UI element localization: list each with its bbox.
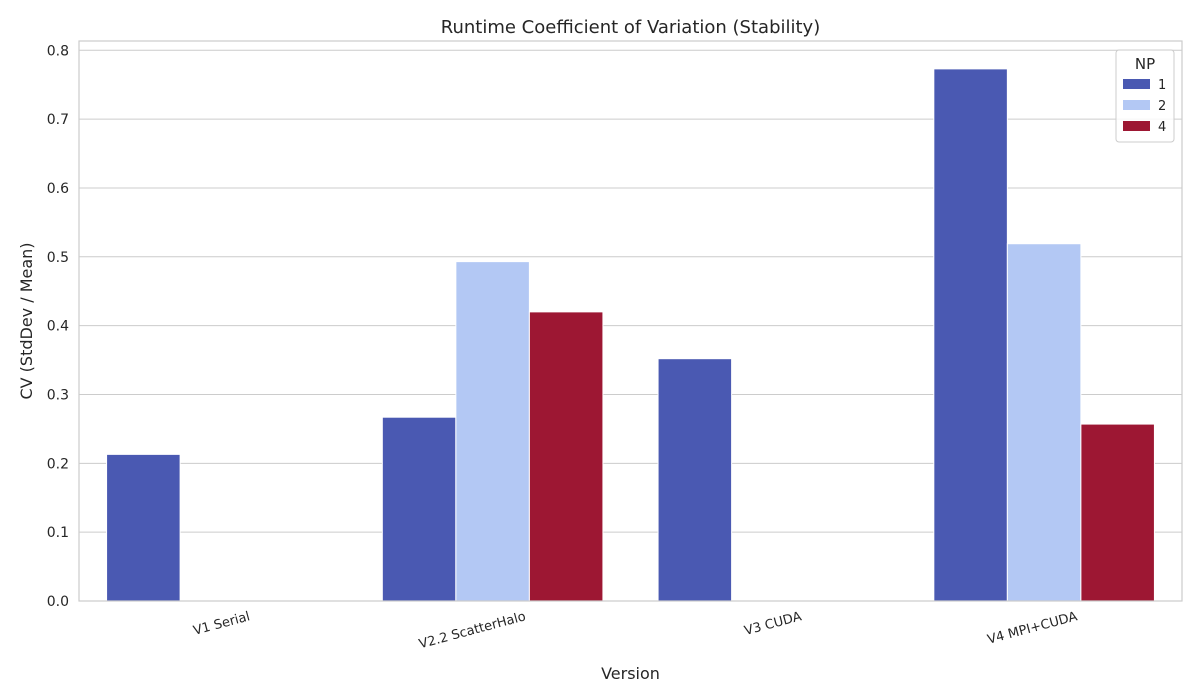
y-tick-label: 0.2	[47, 456, 69, 472]
chart-title: Runtime Coefficient of Variation (Stabil…	[441, 17, 820, 38]
x-tick-label: V1 Serial	[192, 609, 252, 639]
bar-np-1-1	[381, 416, 457, 602]
legend-label-4: 4	[1158, 120, 1166, 135]
x-tick-label: V2.2 ScatterHalo	[417, 609, 527, 652]
y-tick-label: 0.0	[47, 594, 69, 610]
legend-swatch-4	[1123, 121, 1150, 131]
bar-np-1-3	[933, 68, 1008, 602]
x-tick-labels: V1 Serial V2.2 ScatterHalo V3 CUDA V4 MPI+C…	[192, 609, 1079, 652]
x-tick-label: V3 CUDA	[743, 609, 804, 639]
x-axis-label: Version	[601, 664, 660, 683]
y-tick-label: 0.8	[47, 43, 69, 59]
x-tick-label: V4 MPI+CUDA	[986, 609, 1079, 647]
legend: NP 1 2 4	[1115, 49, 1175, 143]
bar-np-2-1	[455, 261, 530, 602]
legend-label-2: 2	[1158, 99, 1166, 114]
legend-entries: 1 2 4	[1123, 78, 1166, 135]
bar-np-4-3	[1080, 423, 1155, 602]
legend-box	[1115, 49, 1175, 143]
y-tick-label: 0.6	[47, 181, 69, 197]
y-axis-label: CV (StdDev / Mean)	[17, 242, 36, 399]
y-tick-label: 0.7	[47, 112, 69, 128]
bar-np-4-1	[528, 311, 604, 602]
gridlines	[79, 49, 1182, 602]
legend-swatch-2	[1123, 100, 1150, 110]
bar-np-2-3	[1006, 243, 1082, 602]
bar-np-1-0	[106, 453, 181, 602]
y-tick-label: 0.1	[47, 525, 69, 541]
plot-frame	[78, 40, 1183, 602]
y-tick-label: 0.4	[47, 319, 69, 335]
bars	[106, 68, 1155, 602]
y-tick-label: 0.3	[47, 387, 69, 403]
legend-title: NP	[1135, 55, 1155, 73]
legend-swatch-1	[1123, 79, 1150, 89]
bar-np-1-2	[657, 358, 733, 602]
y-tick-labels: 0.0 0.1 0.2 0.3 0.4 0.5 0.6 0.7 0.8	[47, 43, 69, 610]
legend-label-1: 1	[1158, 78, 1166, 93]
y-tick-label: 0.5	[47, 250, 69, 266]
